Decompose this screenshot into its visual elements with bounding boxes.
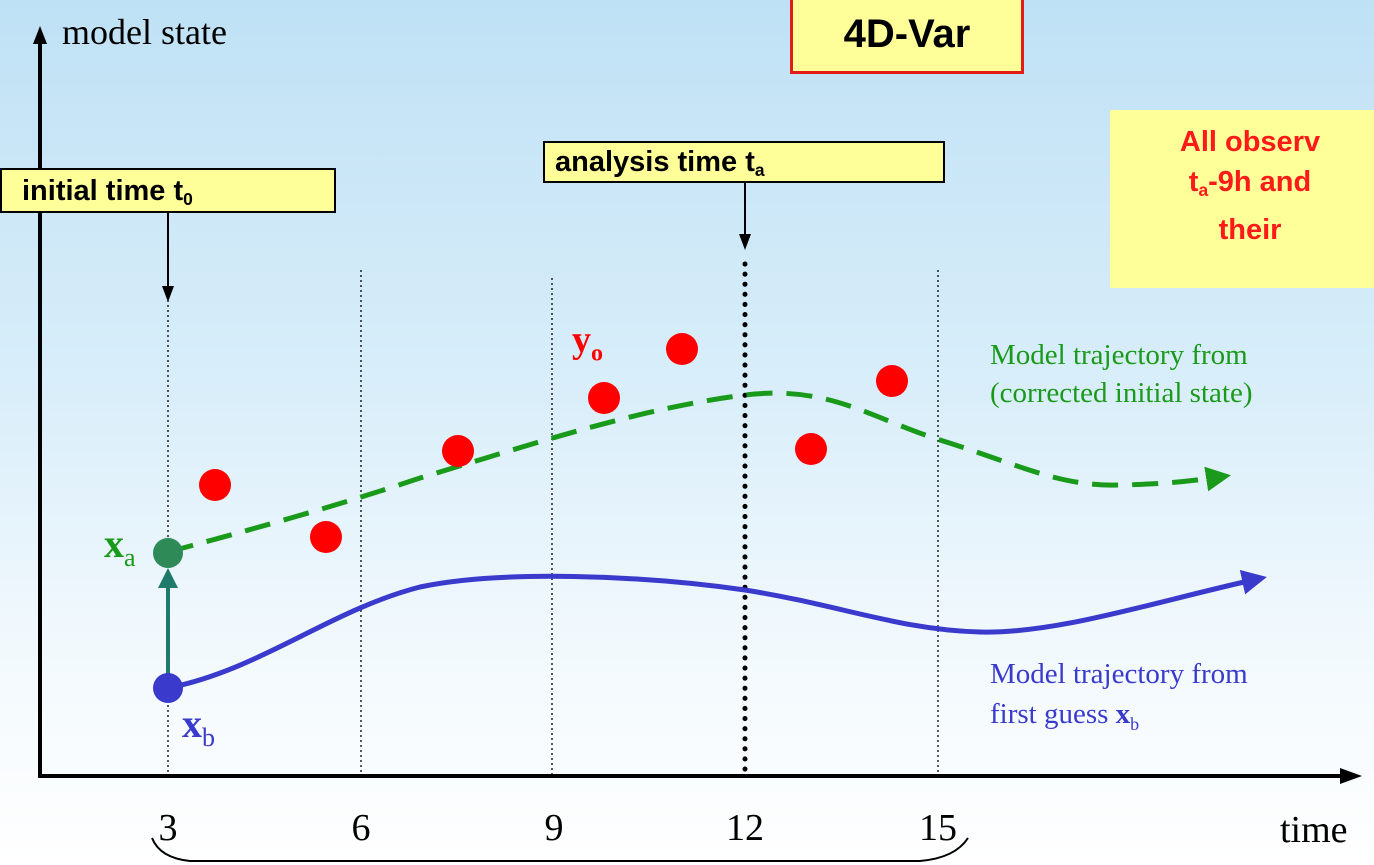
observations [199, 333, 908, 553]
observation-point [442, 435, 474, 467]
title-text: 4D-Var [843, 12, 971, 56]
x-tick-label: 6 [352, 807, 371, 849]
x-tick-label: 3 [159, 807, 178, 849]
xa-point [153, 538, 183, 568]
yo-label: yo [572, 318, 603, 368]
analysis-trajectory [167, 390, 1231, 555]
first-guess-caption: Model trajectory from first guess xb [990, 654, 1374, 744]
initial-time-label: initial time t [22, 175, 184, 207]
observation-window-brace [151, 837, 969, 862]
corrected-trajectory-line-1: Model trajectory from [990, 339, 1248, 371]
title-box: 4D-Var [790, 0, 1024, 74]
yo-main: y [572, 319, 591, 361]
y-axis [33, 26, 47, 778]
initial-time-box: initial time t0 [0, 168, 336, 213]
xa-main: x [104, 521, 124, 566]
initial-time-subscript: 0 [183, 189, 193, 210]
note-line-2-rest: -9h and [1208, 166, 1312, 198]
note-line-2-subscript: a [1198, 180, 1209, 201]
observation-point [199, 469, 231, 501]
first-guess-variable: x [1115, 698, 1131, 730]
xb-subscript: b [202, 723, 215, 752]
observation-point [795, 433, 827, 465]
corrected-trajectory-line-2: (corrected initial state) [990, 377, 1253, 409]
x-tick-label: 9 [545, 807, 564, 849]
note-line-1: All observ [1179, 126, 1321, 158]
analysis-time-box: analysis time ta [543, 141, 945, 183]
x-axis-label: time [1280, 809, 1348, 851]
observation-point [310, 521, 342, 553]
x-axis [38, 768, 1362, 784]
xb-label: xb [182, 700, 215, 753]
analysis-time-subscript: a [754, 160, 765, 181]
observation-note-box: All observ ta-9h and their [1110, 110, 1374, 288]
xa-subscript: a [124, 543, 136, 572]
first-guess-trajectory [167, 570, 1267, 691]
note-line-2: ta-9h and [1110, 162, 1374, 210]
initial-time-arrow [162, 212, 174, 302]
observation-point [588, 382, 620, 414]
corrected-trajectory-caption: Model trajectory from (corrected initial… [990, 336, 1374, 412]
first-guess-line-2-prefix: first guess [990, 698, 1116, 730]
analysis-time-label: analysis time t [555, 146, 755, 178]
first-guess-subscript: b [1130, 713, 1140, 734]
observation-point [666, 333, 698, 365]
observation-point [876, 365, 908, 397]
xb-point [153, 673, 183, 703]
first-guess-line-2: first guess xb [990, 694, 1374, 744]
note-line-2-prefix: t [1188, 166, 1199, 198]
x-tick-label: 12 [726, 807, 764, 849]
yo-subscript: o [591, 340, 603, 367]
analysis-time-arrow [739, 182, 751, 250]
xb-main: x [182, 701, 202, 746]
x-tick-label: 15 [919, 807, 957, 849]
note-line-3: their [1218, 214, 1282, 247]
xa-label: xa [104, 520, 136, 573]
first-guess-line-1: Model trajectory from [990, 658, 1248, 690]
y-axis-label: model state [62, 12, 227, 52]
